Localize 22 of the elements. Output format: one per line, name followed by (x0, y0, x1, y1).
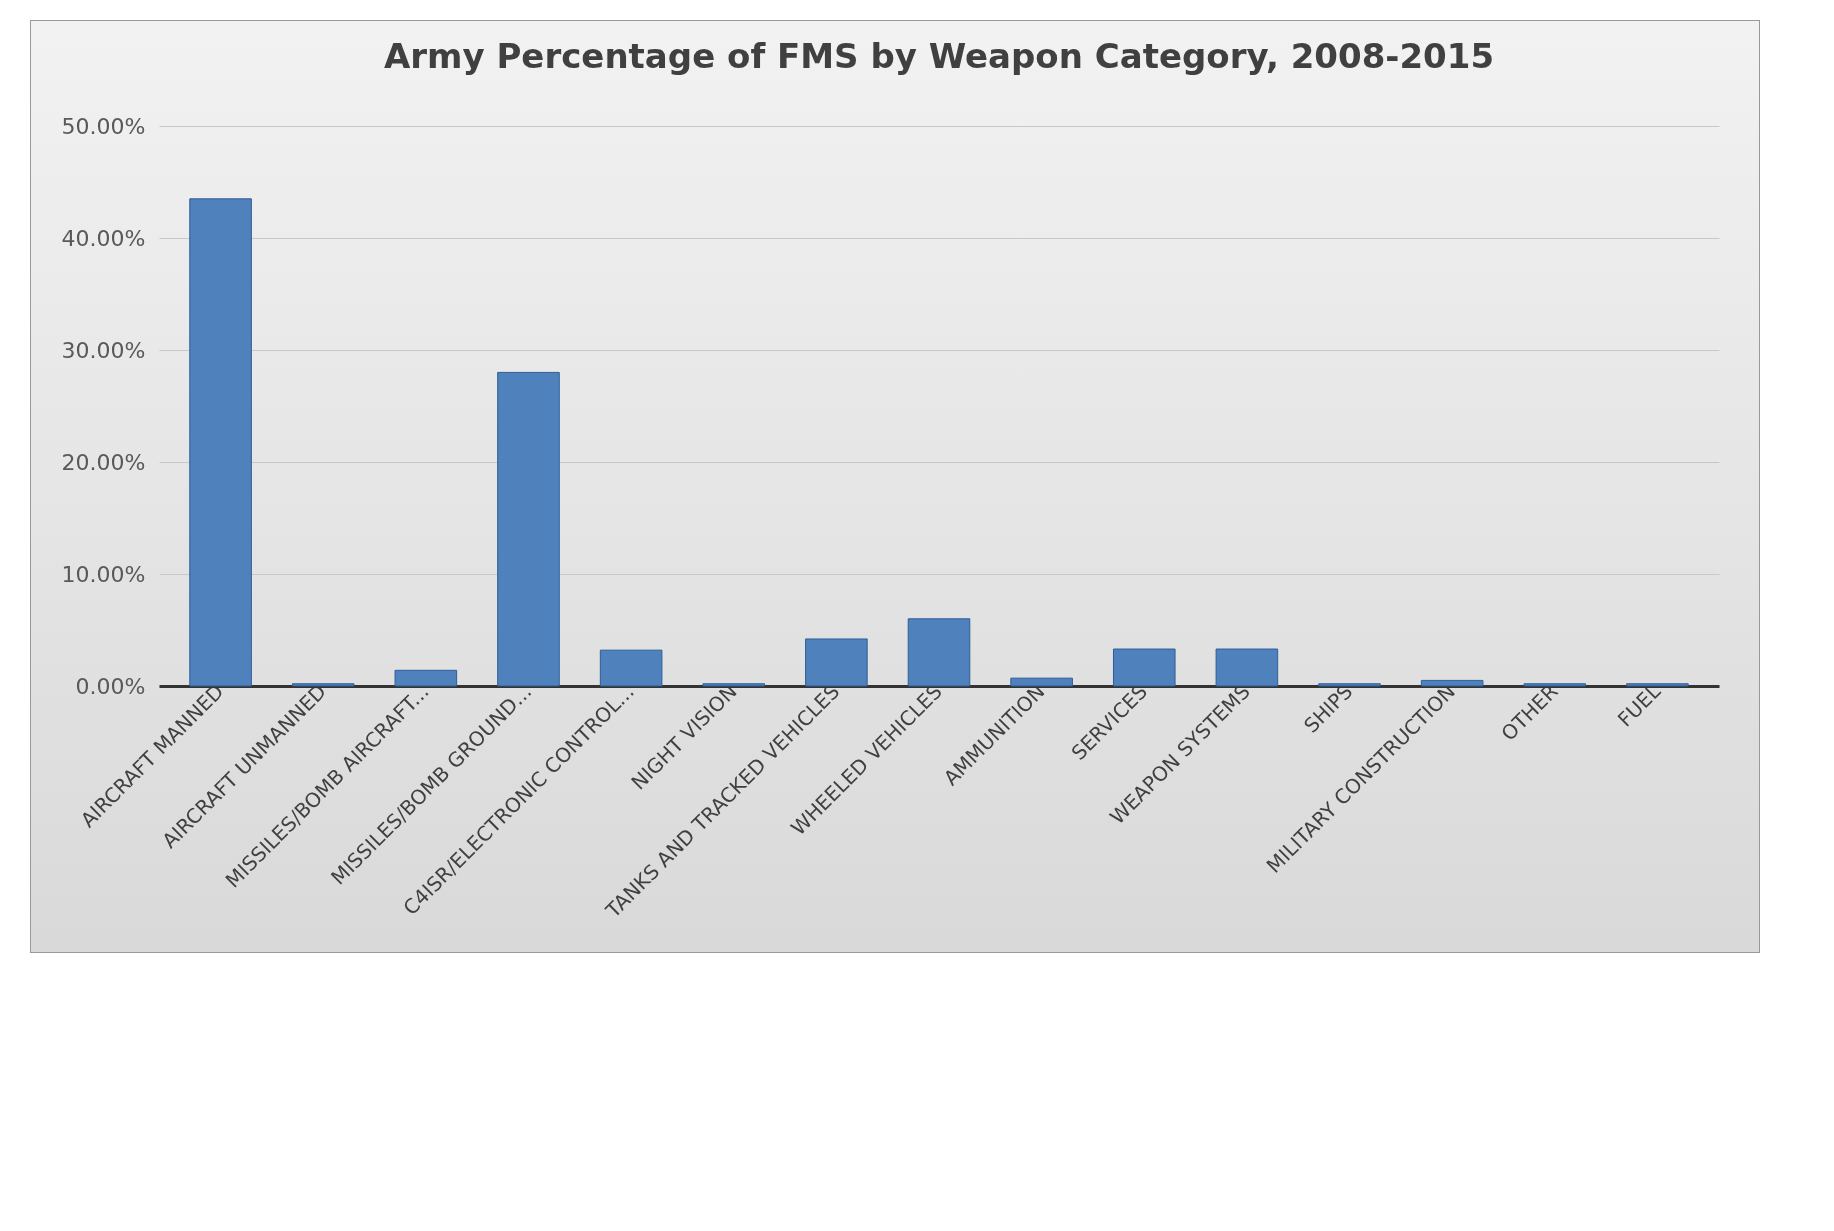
bar (394, 669, 458, 687)
bar (805, 638, 868, 687)
bar (291, 683, 355, 687)
y-tick-label: 0.00% (75, 673, 146, 699)
bar (1626, 683, 1689, 687)
bar (1523, 683, 1587, 687)
bar (907, 618, 971, 687)
bar (1420, 679, 1484, 687)
bar (497, 371, 560, 687)
chart-title: Army Percentage of FMS by Weapon Category, 2008-2015 (383, 36, 1495, 76)
bar (1318, 683, 1381, 687)
y-tick-label: 10.00% (61, 561, 146, 587)
y-tick-label: 20.00% (61, 449, 146, 475)
y-tick-label: 30.00% (61, 337, 146, 363)
bar (1010, 677, 1073, 687)
bar (189, 198, 252, 687)
bar (702, 683, 766, 687)
y-tick-label: 50.00% (61, 113, 146, 139)
bar (599, 649, 663, 687)
bar (1215, 648, 1279, 687)
bar (1112, 648, 1176, 687)
y-tick-label: 40.00% (61, 225, 146, 251)
